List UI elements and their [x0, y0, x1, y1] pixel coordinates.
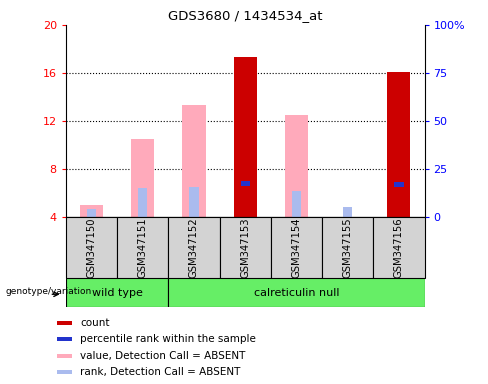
Bar [183, 105, 205, 217]
Bar [241, 181, 250, 185]
Text: calreticulin null: calreticulin null [254, 288, 339, 298]
Text: GSM347152: GSM347152 [189, 217, 199, 278]
Bar [131, 139, 154, 217]
Bar [57, 370, 72, 374]
Bar [57, 354, 72, 358]
Bar [292, 190, 301, 217]
Bar [322, 217, 373, 278]
Text: value, Detection Call = ABSENT: value, Detection Call = ABSENT [80, 351, 245, 361]
Text: GSM347156: GSM347156 [394, 217, 404, 278]
Bar [394, 182, 404, 187]
Title: GDS3680 / 1434534_at: GDS3680 / 1434534_at [168, 9, 323, 22]
Bar [189, 187, 199, 217]
Bar [387, 72, 410, 217]
Text: GSM347150: GSM347150 [86, 217, 97, 278]
Bar [80, 205, 103, 217]
Bar [168, 217, 220, 278]
Text: rank, Detection Call = ABSENT: rank, Detection Call = ABSENT [80, 367, 240, 377]
Bar [138, 188, 147, 217]
Bar [57, 321, 72, 325]
Bar [57, 338, 72, 341]
Text: count: count [80, 318, 109, 328]
Bar [66, 217, 117, 278]
Bar [271, 217, 322, 278]
Text: percentile rank within the sample: percentile rank within the sample [80, 334, 256, 344]
Bar [220, 217, 271, 278]
Bar [87, 209, 96, 217]
Bar [117, 217, 168, 278]
Bar [66, 278, 168, 307]
Bar [234, 57, 257, 217]
Bar [285, 115, 308, 217]
Text: genotype/variation: genotype/variation [5, 287, 92, 296]
Text: GSM347151: GSM347151 [138, 217, 148, 278]
Bar [343, 207, 352, 217]
Text: GSM347153: GSM347153 [240, 217, 250, 278]
Text: GSM347155: GSM347155 [343, 217, 353, 278]
Bar [168, 278, 425, 307]
Text: wild type: wild type [92, 288, 142, 298]
Bar [373, 217, 425, 278]
Text: GSM347154: GSM347154 [291, 217, 302, 278]
